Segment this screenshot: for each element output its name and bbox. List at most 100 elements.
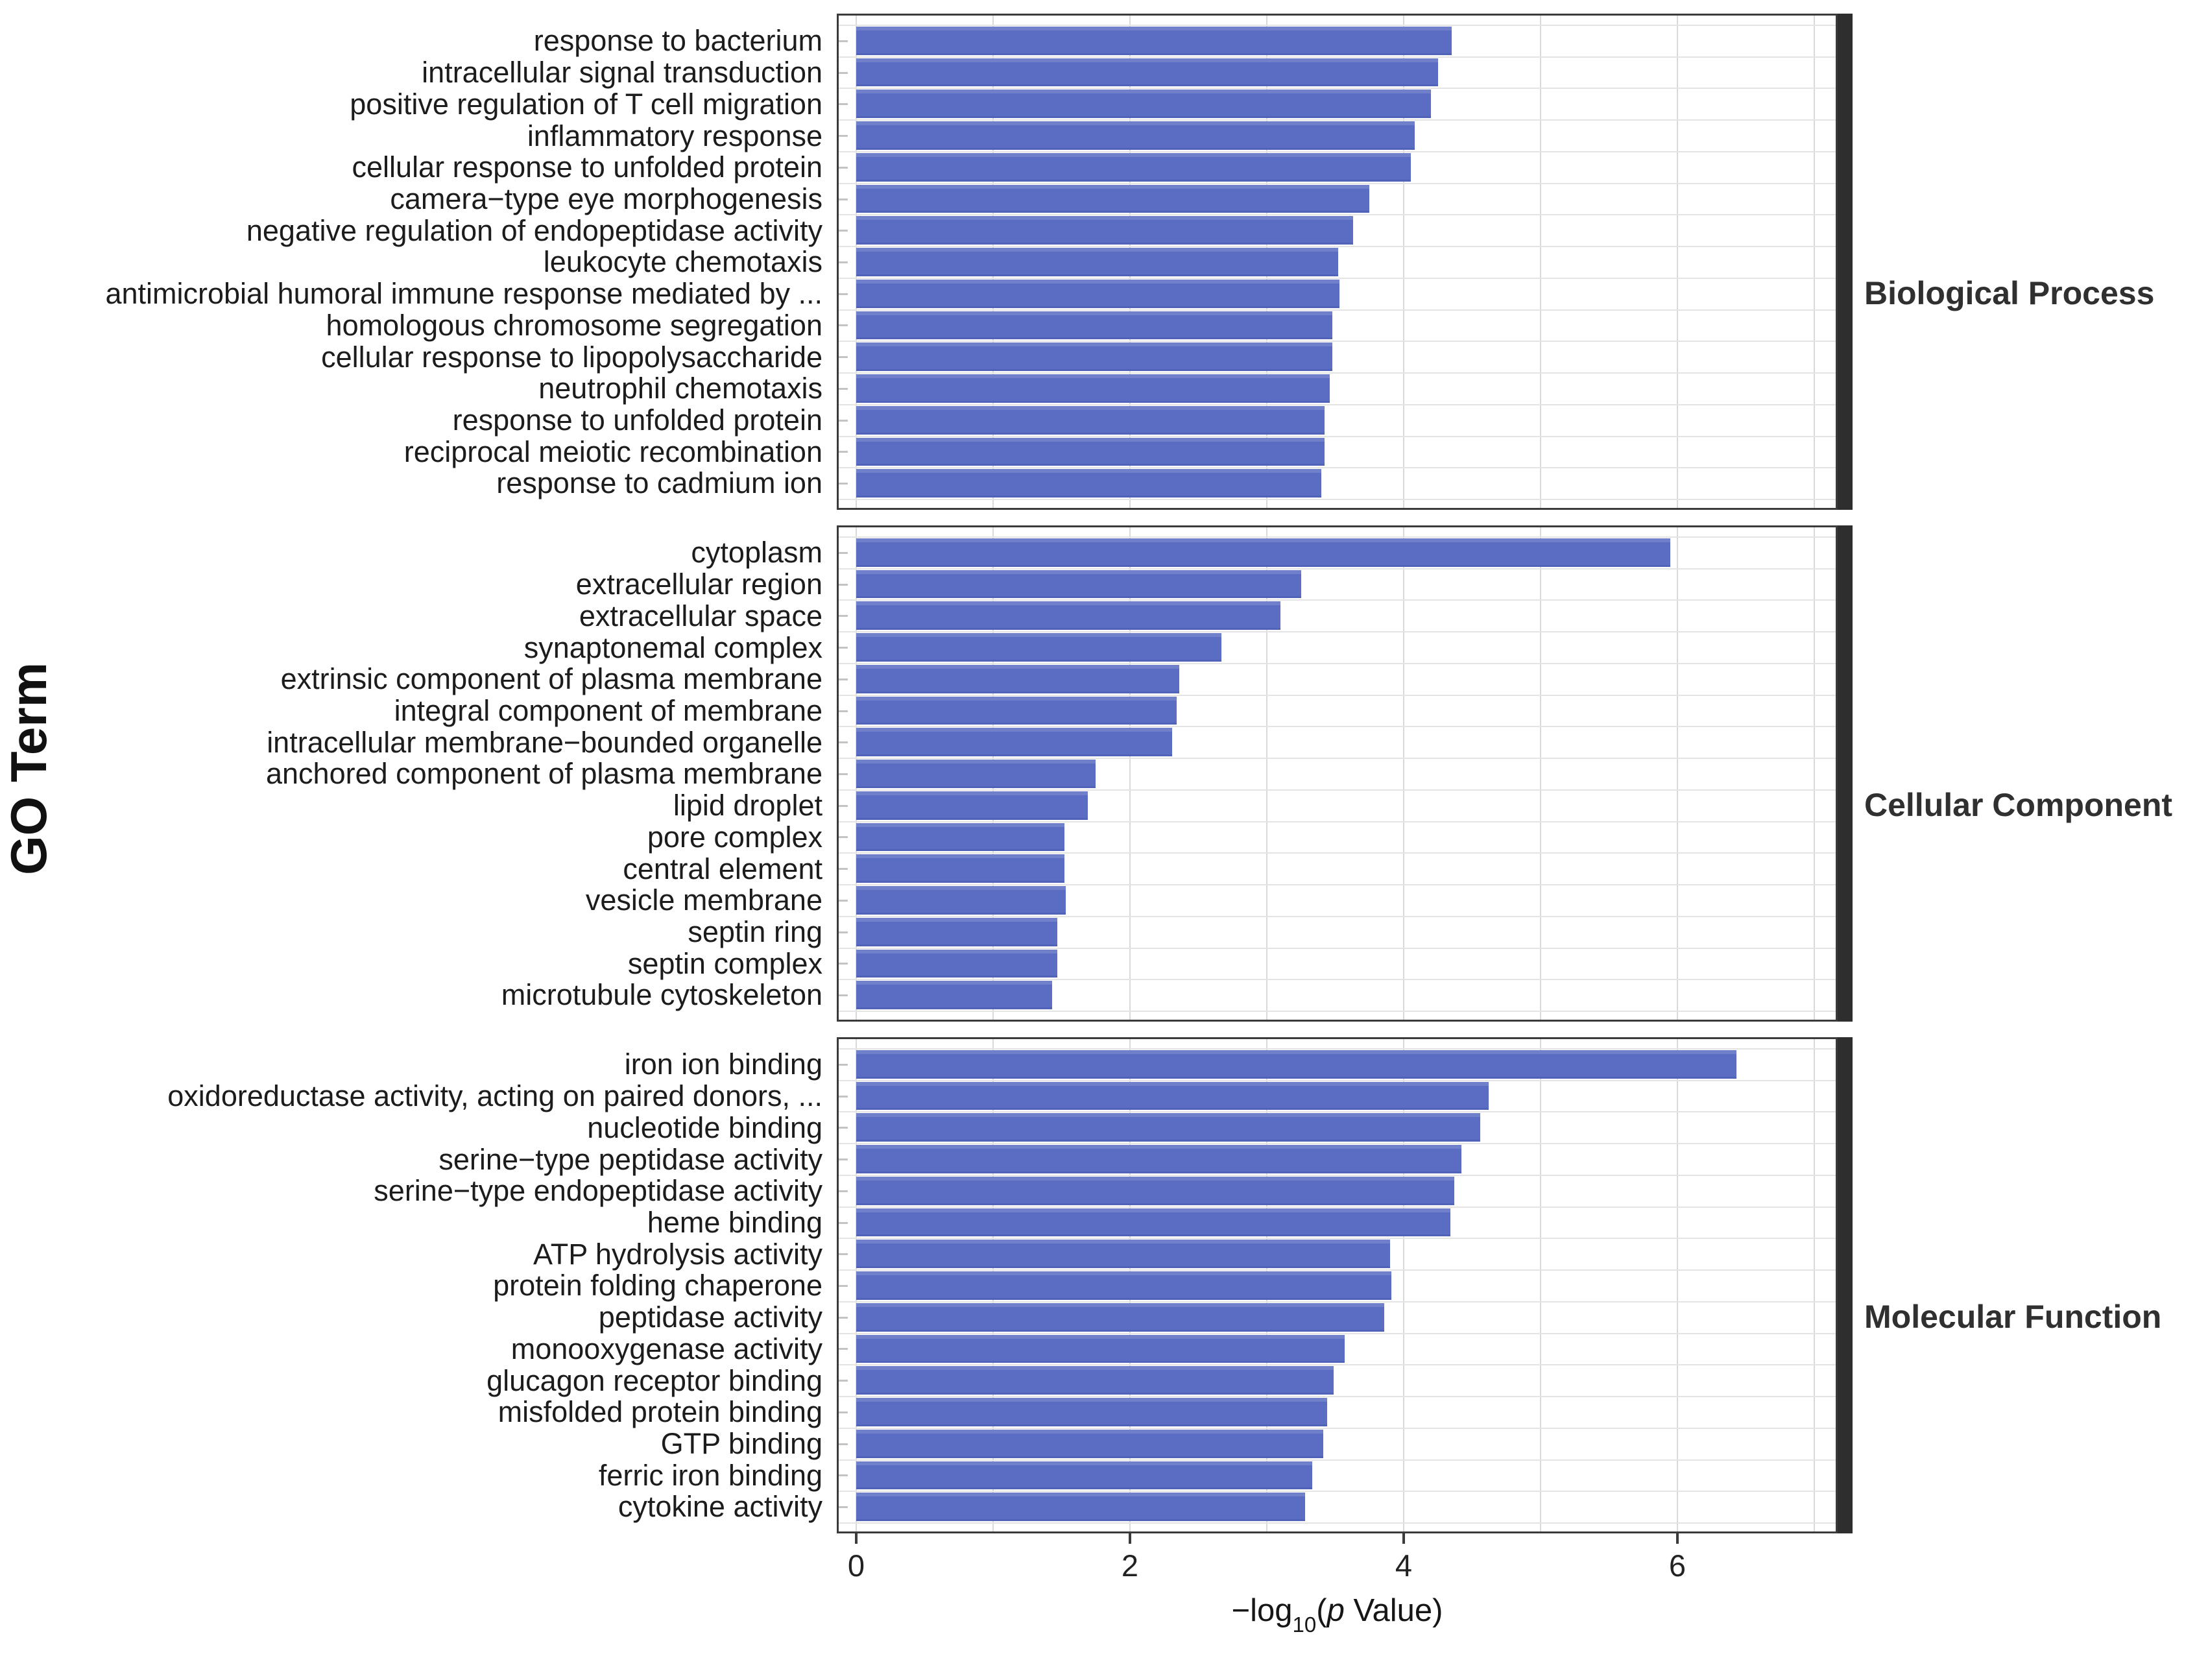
bar-row: [839, 1427, 1836, 1460]
category-label: antimicrobial humoral immune response me…: [105, 277, 822, 311]
bar-row: [839, 1206, 1836, 1239]
y-tick-mark: [839, 773, 848, 775]
bar-row: [839, 1396, 1836, 1428]
bar-row: [839, 1143, 1836, 1175]
bar-antimicrobial-humoral-immune-response-mediated-by: [856, 279, 1339, 308]
category-label: extracellular region: [575, 568, 822, 601]
y-tick-mark: [839, 419, 848, 422]
bar-glucagon-receptor-binding: [856, 1366, 1334, 1395]
vertical-gridline: [1403, 1039, 1404, 1531]
bar-row: [839, 1364, 1836, 1397]
bar-camera-type-eye-morphogenesis: [856, 184, 1370, 213]
bar-row: [839, 182, 1836, 215]
category-label: lipid droplet: [673, 789, 822, 822]
category-label: protein folding chaperone: [493, 1269, 822, 1302]
category-label: synaptonemal complex: [523, 630, 822, 664]
facet-panel-molecular-function: [837, 1037, 1838, 1533]
bar-gtp-binding: [856, 1429, 1323, 1458]
category-label: septin ring: [688, 915, 822, 948]
bar-peptidase-activity: [856, 1302, 1385, 1332]
category-label: intracellular signal transduction: [422, 56, 822, 90]
x-axis-title-open-paren: (: [1316, 1593, 1327, 1628]
category-label: vesicle membrane: [585, 883, 822, 917]
bar-row: [839, 1111, 1836, 1144]
bar-row: [839, 915, 1836, 948]
bar-atp-hydrolysis-activity: [856, 1240, 1390, 1269]
category-label: serine−type peptidase activity: [438, 1142, 822, 1176]
bar-row: [839, 56, 1836, 89]
bar-row: [839, 119, 1836, 152]
y-tick-mark: [839, 1316, 848, 1319]
vertical-gridline: [1677, 1039, 1678, 1531]
x-axis: 0 2 4 6: [839, 1533, 1836, 1592]
bar-row: [839, 1174, 1836, 1207]
x-tick-label: 6: [1668, 1548, 1687, 1583]
bar-row: [839, 947, 1836, 980]
category-label: cytoplasm: [691, 536, 822, 570]
vertical-gridline: [1677, 16, 1678, 508]
bar-row: [839, 246, 1836, 278]
y-tick-mark: [839, 868, 848, 870]
bar-monooxygenase-activity: [856, 1334, 1345, 1363]
bar-pore-complex: [856, 822, 1064, 852]
bar-rows: [839, 25, 1836, 500]
y-tick-mark: [839, 741, 848, 744]
category-label: reciprocal meiotic recombination: [403, 435, 822, 468]
category-label: response to bacterium: [533, 24, 822, 58]
category-labels-cellular-component: cytoplasm extracellular region extracellul…: [0, 536, 822, 1011]
category-label: peptidase activity: [598, 1301, 822, 1334]
bar-row: [839, 1238, 1836, 1270]
bar-row: [839, 789, 1836, 822]
vertical-gridline: [1540, 1039, 1541, 1531]
bar-serine-type-endopeptidase-activity: [856, 1176, 1455, 1205]
y-tick-mark: [839, 1253, 848, 1256]
category-label: pore complex: [647, 820, 822, 854]
category-label: septin complex: [627, 946, 822, 980]
x-tick-label: 4: [1395, 1548, 1413, 1583]
bar-nucleotide-binding: [856, 1113, 1481, 1142]
bar-cellular-response-to-unfolded-protein: [856, 152, 1411, 182]
bar-row: [839, 1048, 1836, 1081]
y-tick-mark: [839, 198, 848, 200]
x-tick-mark: [1129, 1533, 1131, 1544]
bar-neutrophil-chemotaxis: [856, 374, 1330, 403]
category-label: cytokine activity: [618, 1490, 822, 1524]
bar-extrinsic-component-of-plasma-membrane: [856, 664, 1179, 693]
facet-title-text: Biological Process: [1864, 274, 2155, 311]
facet-strip: [1838, 1037, 1853, 1533]
bar-oxidoreductase-activity-acting-on-paired-donors: [856, 1081, 1489, 1110]
y-tick-mark: [839, 135, 848, 138]
category-label: response to unfolded protein: [452, 403, 822, 437]
bar-intracellular-membrane-bounded-organelle: [856, 728, 1173, 757]
y-tick-mark: [839, 1284, 848, 1287]
y-tick-mark: [839, 230, 848, 232]
y-tick-mark: [839, 71, 848, 74]
bar-row: [839, 1332, 1836, 1365]
bar-reciprocal-meiotic-recombination: [856, 437, 1325, 466]
bar-row: [839, 214, 1836, 246]
category-label: oxidoreductase activity, acting on paire…: [167, 1079, 822, 1113]
y-tick-mark: [839, 1221, 848, 1224]
bar-row: [839, 694, 1836, 727]
x-axis-title-subscript: 10: [1292, 1612, 1317, 1637]
y-tick-mark: [839, 261, 848, 263]
bar-cellular-response-to-lipopolysaccharide: [856, 342, 1333, 372]
bar-ferric-iron-binding: [856, 1461, 1312, 1490]
bar-row: [839, 884, 1836, 917]
vertical-gridline: [1814, 527, 1815, 1020]
x-axis-title-p: p: [1327, 1593, 1345, 1628]
category-label: inflammatory response: [527, 119, 822, 152]
x-tick-label: 0: [847, 1548, 865, 1583]
y-tick-mark: [839, 1443, 848, 1445]
bar-row: [839, 1491, 1836, 1523]
facet-panel-biological-process: [837, 14, 1838, 510]
category-label: extrinsic component of plasma membrane: [280, 662, 822, 696]
y-tick-mark: [839, 836, 848, 839]
category-label: integral component of membrane: [394, 693, 822, 727]
bar-integral-component-of-membrane: [856, 696, 1177, 725]
y-tick-mark: [839, 1127, 848, 1129]
y-tick-mark: [839, 1348, 848, 1350]
y-tick-mark: [839, 166, 848, 169]
bar-row: [839, 1459, 1836, 1492]
